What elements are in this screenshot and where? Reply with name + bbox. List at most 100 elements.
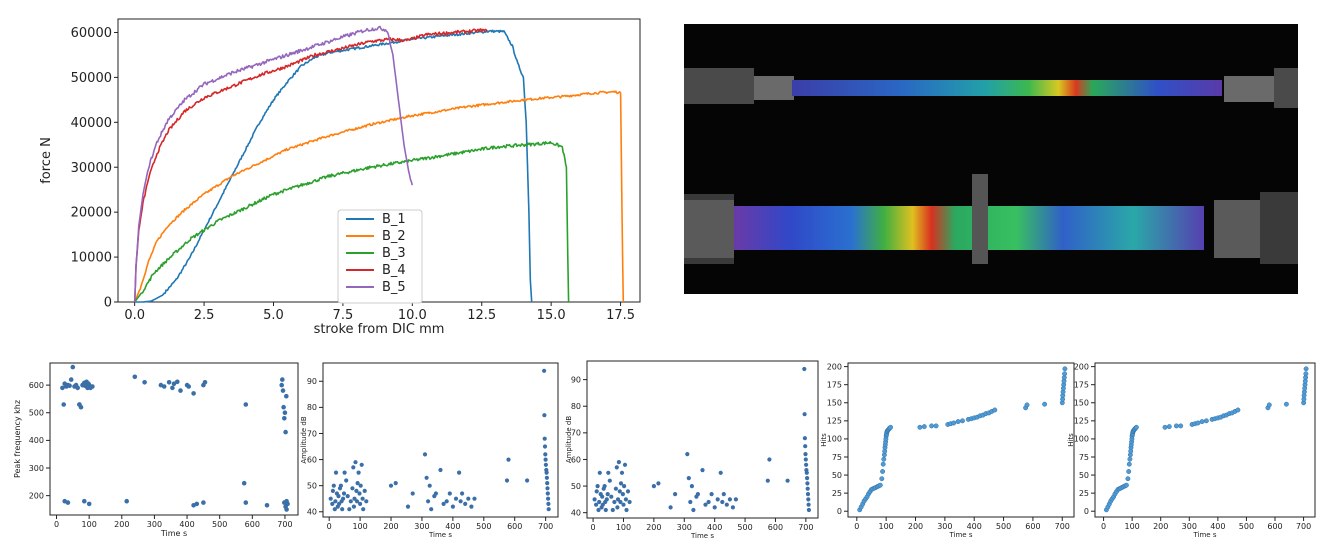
y-tick-label: 60 — [307, 455, 317, 464]
x-tick-label: 0 — [54, 520, 59, 529]
data-point — [1195, 420, 1201, 426]
data-point — [804, 470, 809, 475]
data-point — [921, 424, 927, 430]
data-point — [405, 504, 411, 509]
x-tick-label: 0 — [327, 522, 332, 531]
data-point — [651, 484, 656, 489]
dic-strain-image — [684, 24, 1298, 294]
y-tick-label: 60000 — [71, 26, 112, 41]
data-point — [429, 507, 434, 512]
data-point — [606, 470, 611, 475]
y-tick-label: 0 — [837, 507, 842, 516]
data-point — [90, 384, 95, 389]
data-point — [1173, 423, 1179, 429]
data-point — [191, 391, 196, 396]
x-tick-label: 0 — [1101, 522, 1106, 531]
y-tick-label: 0 — [1084, 507, 1089, 516]
y-axis-label: Hits — [1067, 433, 1075, 447]
data-point — [426, 499, 431, 504]
data-point — [284, 393, 289, 399]
data-point — [201, 500, 206, 505]
data-point — [614, 465, 619, 470]
data-point — [342, 470, 347, 475]
data-point — [422, 452, 428, 457]
y-tick-label: 125 — [827, 417, 842, 426]
x-tick-label: 700 — [538, 522, 553, 531]
data-point — [186, 384, 191, 389]
data-point — [933, 423, 939, 429]
data-point — [721, 492, 726, 497]
data-point — [605, 492, 610, 497]
data-point — [1235, 407, 1241, 413]
y-tick-label: 175 — [827, 380, 842, 389]
data-point — [75, 385, 80, 391]
data-point — [472, 496, 477, 501]
x-tick-label: 200 — [1153, 522, 1168, 531]
data-point — [706, 499, 711, 505]
series-line-B_4 — [133, 28, 488, 303]
y-axis-label: Amplitude dB — [300, 416, 308, 464]
amplitude-chart-1: 0 100 200 300 400 500 600 700 40 50 60 70 80 90 Time s… — [300, 362, 559, 539]
data-point — [618, 481, 624, 486]
data-point — [357, 491, 362, 496]
x-tick-label: 400 — [967, 522, 982, 531]
data-point — [1133, 424, 1139, 430]
data-point — [592, 497, 597, 502]
data-point — [545, 481, 550, 486]
x-tick-label: 12.5 — [467, 308, 496, 323]
data-point — [68, 377, 74, 382]
data-point — [353, 460, 358, 465]
series-line-B_5 — [133, 25, 414, 303]
data-point — [458, 499, 463, 504]
y-tick-label: 50 — [571, 482, 581, 491]
data-point — [802, 412, 807, 417]
legend-label: B_2 — [382, 229, 406, 244]
data-point — [960, 418, 965, 424]
data-point — [545, 486, 550, 491]
data-point — [765, 478, 770, 483]
y-tick-label: 0 — [104, 296, 112, 311]
data-point — [802, 366, 807, 372]
data-point — [609, 494, 614, 499]
data-point — [1024, 402, 1030, 408]
data-point — [1199, 419, 1205, 425]
data-point — [506, 457, 511, 462]
peak-frequency-chart: 0 100 200 300 400 500 600 700 200 300 400 500 600 Tim… — [13, 362, 299, 538]
y-tick-label: 70 — [571, 429, 581, 438]
x-axis-label: Time s — [160, 529, 187, 538]
data-point — [600, 494, 605, 499]
data-point — [124, 498, 129, 504]
data-point — [604, 497, 609, 502]
data-point — [544, 475, 549, 480]
data-point — [879, 476, 885, 482]
data-point — [703, 502, 708, 507]
x-tick-label: 600 — [1025, 522, 1040, 531]
data-point — [281, 404, 286, 410]
data-point — [686, 476, 691, 481]
data-point — [444, 499, 449, 504]
data-point — [542, 413, 547, 418]
data-point — [880, 461, 886, 467]
data-point — [447, 491, 452, 496]
data-point — [543, 462, 548, 467]
y-tick-label: 10000 — [71, 251, 112, 266]
data-point — [615, 505, 620, 510]
data-point — [602, 484, 607, 489]
x-tick-label: 2.5 — [194, 308, 215, 323]
data-point — [282, 410, 288, 415]
data-point — [805, 476, 810, 481]
series-line-B_3 — [134, 140, 570, 303]
y-tick-label: 75 — [832, 453, 842, 462]
data-point — [331, 483, 336, 488]
data-point — [359, 462, 364, 467]
y-tick-label: 50000 — [71, 71, 112, 86]
data-point — [453, 496, 459, 501]
data-point — [388, 483, 394, 488]
data-point — [543, 457, 548, 462]
amplitude-chart-2: 0 100 200 300 400 500 600 700 40 50 60 70 80 90 Time s… — [565, 360, 819, 540]
data-point — [360, 496, 365, 501]
data-point — [65, 500, 71, 505]
data-point — [616, 460, 621, 465]
data-point — [330, 501, 335, 506]
x-tick-label: 200 — [383, 522, 398, 531]
